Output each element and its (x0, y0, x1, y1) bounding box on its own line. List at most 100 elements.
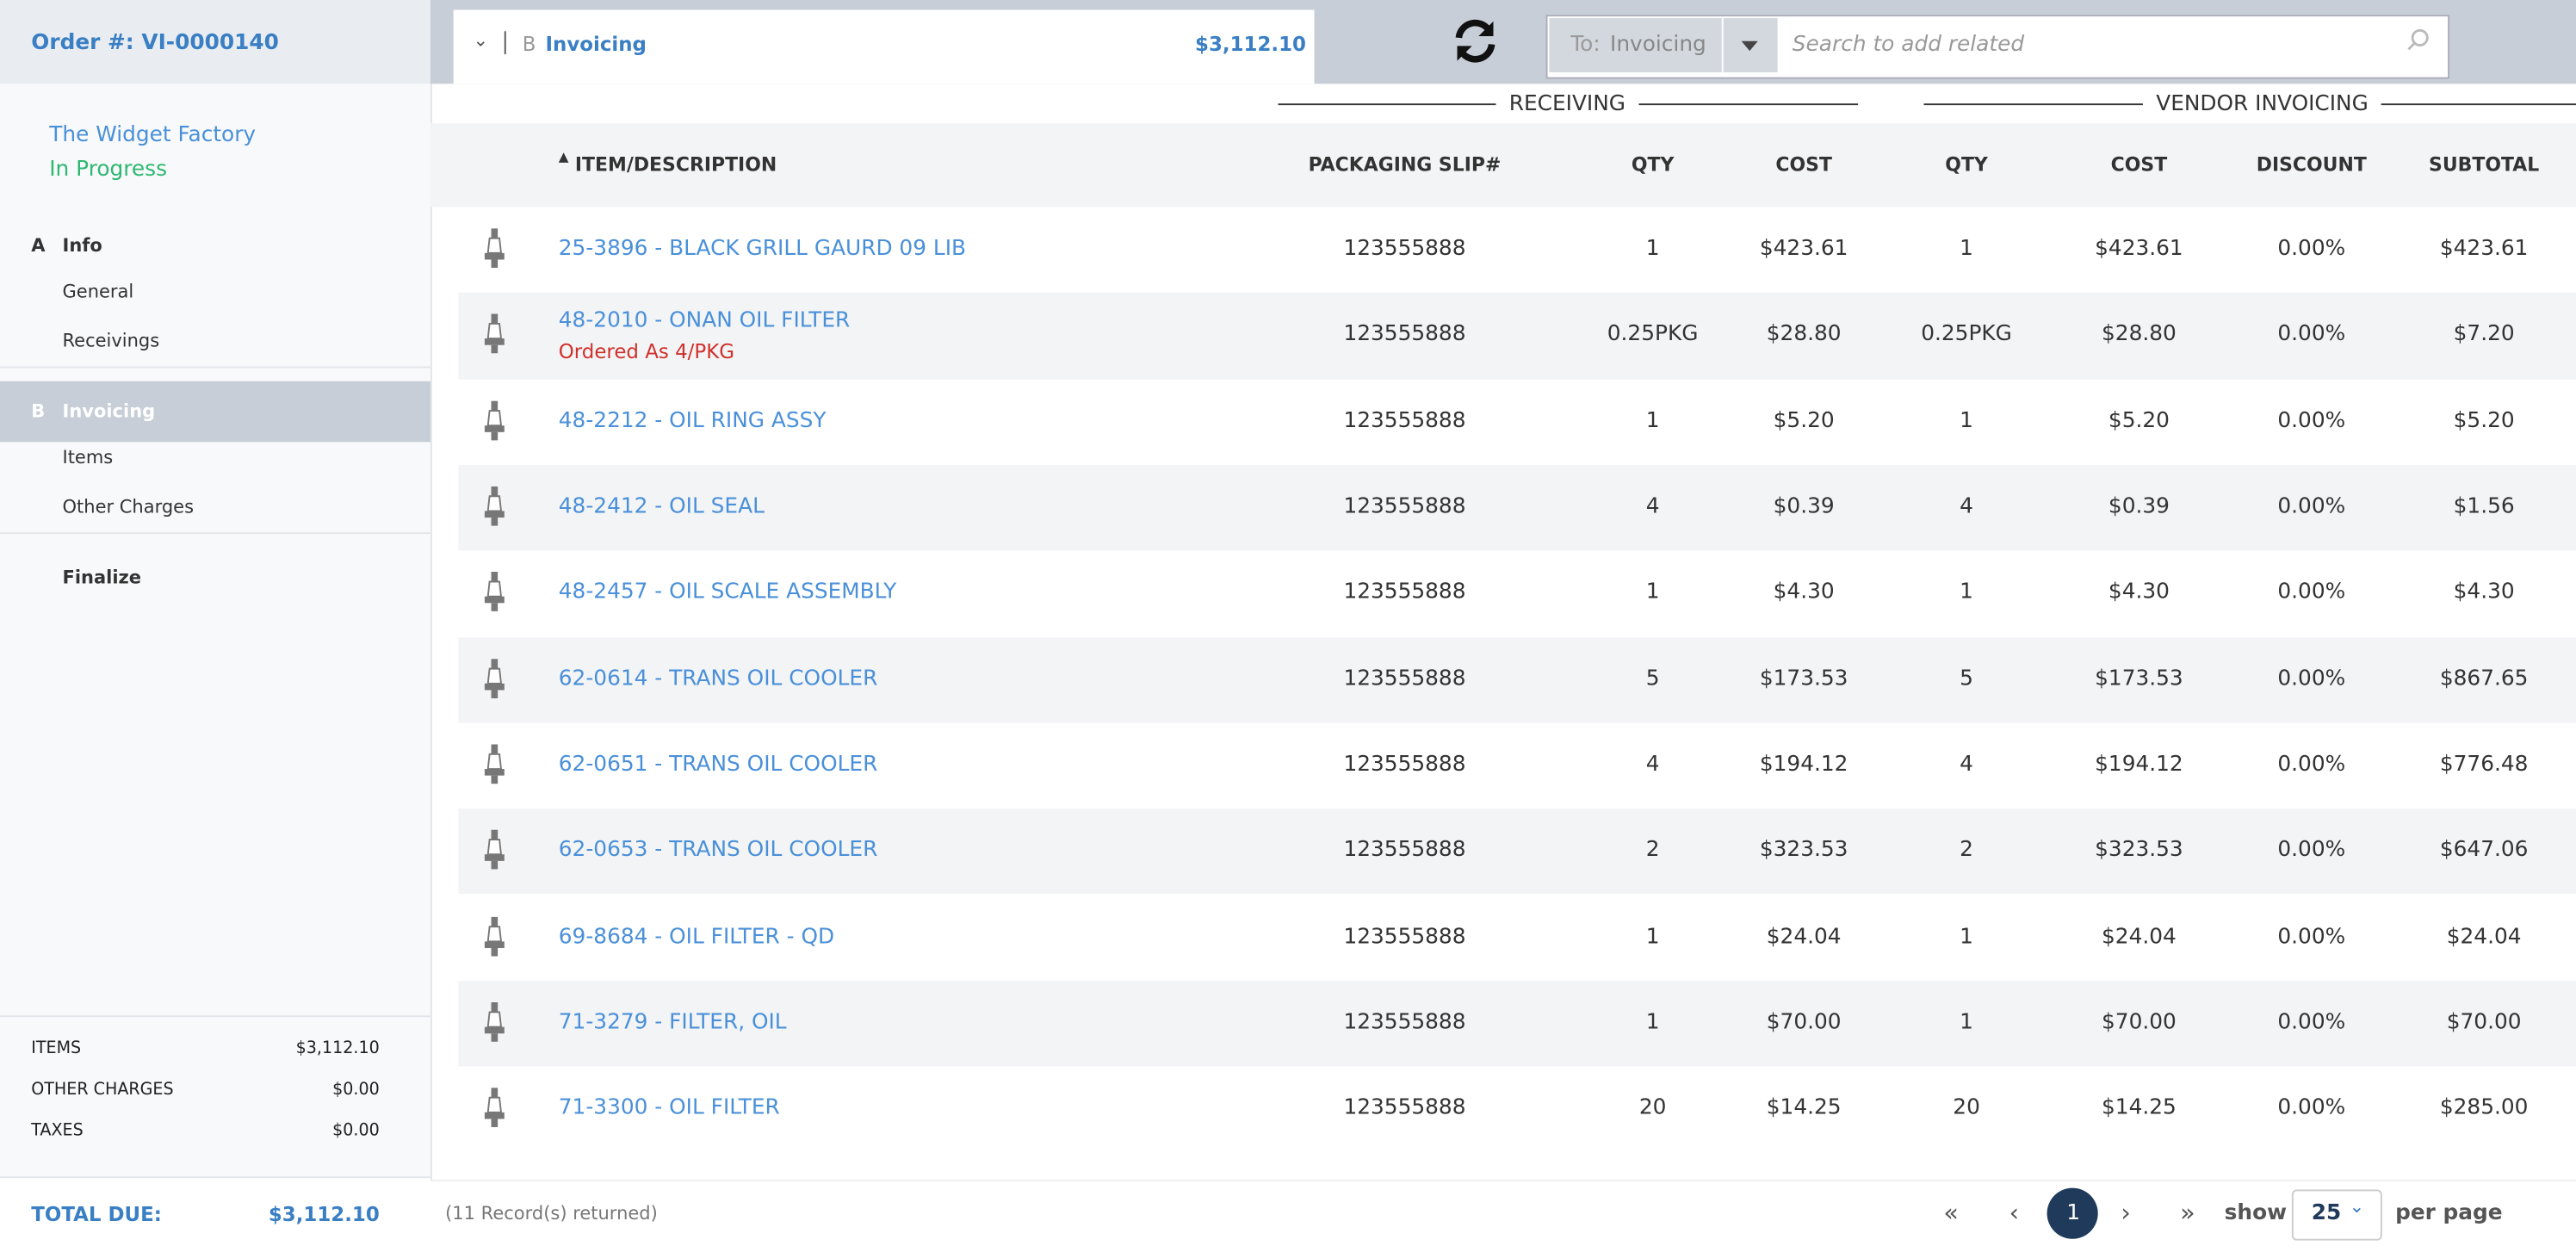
column-header[interactable]: QTY (1945, 152, 1988, 177)
nav-group[interactable]: Finalize (62, 567, 142, 589)
cell: $194.12 (2095, 752, 2183, 778)
plug-icon (484, 228, 505, 269)
prev-page[interactable]: ‹ (2009, 1198, 2020, 1228)
cell: 1 (1645, 408, 1660, 434)
plug-icon (484, 400, 505, 440)
sidebar (0, 0, 432, 1252)
item-link[interactable]: 48-2457 - OIL SCALE ASSEMBLY (558, 580, 897, 605)
cell: $323.53 (1759, 838, 1848, 864)
plug-icon (484, 830, 505, 870)
column-header[interactable]: DISCOUNT (2256, 152, 2367, 177)
to-value: Invoicing (1609, 33, 1706, 58)
row-bg (458, 464, 2576, 551)
cell: $70.00 (2102, 1010, 2177, 1035)
cell: 123555888 (1343, 666, 1466, 691)
column-header[interactable]: COST (1775, 152, 1832, 177)
to-select[interactable] (1549, 17, 1722, 72)
per-page-select[interactable] (2291, 1189, 2382, 1241)
item-link[interactable]: 48-2010 - ONAN OIL FILTER (558, 309, 851, 335)
item-note: Ordered As 4/PKG (558, 340, 734, 364)
row-bg (458, 980, 2576, 1067)
cell: $70.00 (2446, 1010, 2522, 1035)
cell: 1 (1645, 1010, 1660, 1035)
cell: 1 (1645, 580, 1660, 605)
column-header[interactable]: SUBTOTAL (2429, 152, 2540, 177)
row-bg (458, 636, 2576, 723)
item-icon (481, 572, 508, 622)
nav-item[interactable]: Items (62, 447, 114, 468)
item-icon (481, 400, 508, 449)
column-header[interactable]: COST (2110, 152, 2168, 177)
item-link[interactable]: 69-8684 - OIL FILTER - QD (558, 924, 835, 950)
cell: $423.61 (2095, 237, 2183, 262)
section-total: $3,112.10 (1195, 33, 1306, 56)
item-link[interactable]: 71-3300 - OIL FILTER (558, 1096, 780, 1121)
cell: $14.25 (1766, 1096, 1842, 1121)
nav-item[interactable]: Receivings (62, 330, 160, 352)
column-header[interactable]: PACKAGING SLIP# (1308, 152, 1502, 177)
cell: $24.04 (2102, 924, 2177, 950)
summary-label: ITEMS (31, 1039, 82, 1058)
cell: $194.12 (1759, 752, 1848, 778)
item-link[interactable]: 48-2412 - OIL SEAL (558, 494, 765, 520)
section-tab[interactable] (453, 9, 1315, 84)
company[interactable]: The Widget Factory (49, 123, 257, 148)
nav-item[interactable]: General (62, 281, 134, 303)
sep (504, 31, 506, 54)
cell: 4 (1645, 752, 1660, 778)
summary-value: $0.00 (332, 1122, 380, 1141)
section-name: Invoicing (545, 33, 647, 56)
cell: $867.65 (2439, 666, 2529, 691)
column-header[interactable]: ITEM/DESCRIPTION (574, 152, 777, 177)
cell: $5.20 (2108, 408, 2170, 434)
footer (430, 1180, 2576, 1252)
page-number: 1 (2066, 1200, 2080, 1226)
cell: 0.00% (2277, 752, 2346, 778)
cell: $423.61 (1759, 237, 1848, 262)
item-link[interactable]: 62-0651 - TRANS OIL COOLER (558, 752, 878, 778)
cell: 123555888 (1343, 237, 1466, 262)
cell: 0.00% (2277, 838, 2346, 864)
cell: 0.00% (2277, 408, 2346, 434)
nav-group[interactable]: Invoicing (62, 400, 156, 423)
cell: $4.30 (1773, 580, 1835, 605)
order-header (0, 0, 430, 84)
cell: 1 (1960, 408, 1973, 434)
plug-icon (484, 915, 505, 956)
refresh-icon[interactable] (1449, 15, 1502, 67)
select-caret: ⌄ (2349, 1196, 2365, 1218)
item-link[interactable]: 25-3896 - BLACK GRILL GAURD 09 LIB (558, 237, 967, 262)
cell: $7.20 (2453, 322, 2515, 348)
cell: $285.00 (2439, 1096, 2529, 1121)
search-icon[interactable] (2406, 28, 2430, 51)
total-box (0, 1176, 430, 1252)
cell: 4 (1960, 752, 1973, 778)
cell: 0.00% (2277, 666, 2346, 691)
nav-item[interactable]: Other Charges (62, 496, 195, 518)
cell: 0.00% (2277, 322, 2346, 348)
item-icon (481, 1001, 508, 1051)
nav-group[interactable]: Info (62, 234, 102, 257)
cell: $4.30 (2108, 580, 2170, 605)
cell: 20 (1638, 1096, 1667, 1121)
item-icon (481, 228, 508, 278)
row-bg (458, 808, 2576, 895)
search-placeholder: Search to add related (1792, 33, 2025, 58)
cell: 0.00% (2277, 494, 2346, 520)
page-button[interactable] (2047, 1187, 2098, 1239)
item-link[interactable]: 48-2212 - OIL RING ASSY (558, 408, 827, 434)
item-link[interactable]: 62-0653 - TRANS OIL COOLER (558, 838, 878, 864)
cell: $24.04 (1766, 924, 1842, 950)
item-link[interactable]: 71-3279 - FILTER, OIL (558, 1010, 787, 1035)
row-bg (458, 293, 2576, 380)
next-page[interactable]: › (2121, 1198, 2131, 1228)
records: (11 Record(s) returned) (445, 1202, 658, 1224)
item-link[interactable]: 62-0614 - TRANS OIL COOLER (558, 666, 878, 691)
first-page[interactable]: « (1943, 1198, 1959, 1228)
summary-value: $3,112.10 (295, 1039, 380, 1058)
plug-icon (484, 572, 505, 612)
last-page[interactable]: » (2180, 1198, 2195, 1228)
column-header[interactable]: QTY (1631, 152, 1675, 177)
chevron[interactable]: ⌄ (473, 29, 489, 52)
cell: $5.20 (2453, 408, 2515, 434)
